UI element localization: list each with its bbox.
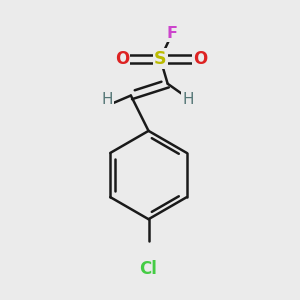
Text: Cl: Cl — [140, 260, 158, 278]
Text: F: F — [167, 26, 178, 41]
Text: O: O — [193, 50, 207, 68]
Text: H: H — [102, 92, 113, 107]
Text: H: H — [182, 92, 194, 107]
Text: O: O — [115, 50, 129, 68]
Text: S: S — [154, 50, 167, 68]
